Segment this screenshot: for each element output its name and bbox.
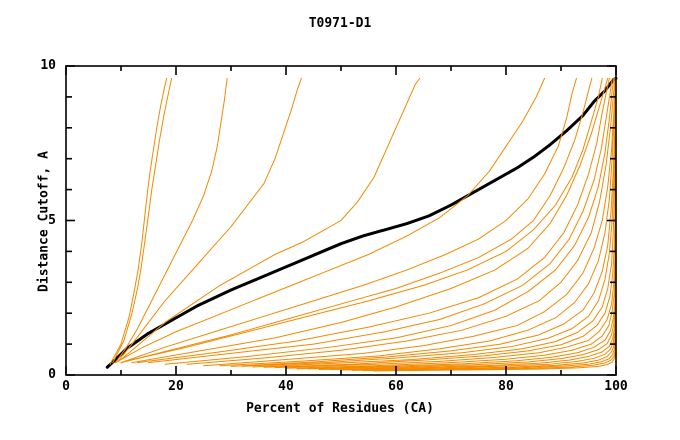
x-tick-label: 60 — [388, 379, 404, 394]
prediction-curve — [120, 77, 593, 364]
prediction-curve — [131, 77, 609, 364]
x-tick-label: 20 — [168, 379, 184, 394]
chart-title: T0971-D1 — [308, 16, 372, 31]
x-tick-label: 80 — [498, 379, 514, 394]
prediction-curve — [126, 77, 603, 362]
series-layer — [105, 76, 618, 372]
prediction-curve — [252, 108, 617, 368]
prediction-curve — [137, 77, 610, 364]
prediction-curve — [109, 77, 168, 365]
x-tick-label: 0 — [62, 379, 70, 394]
prediction-curve — [340, 247, 617, 371]
prediction-curve — [120, 77, 421, 361]
prediction-curve — [186, 77, 616, 365]
x-tick-label: 100 — [604, 379, 628, 394]
x-tick-label: 40 — [278, 379, 294, 394]
prediction-curve — [115, 77, 545, 364]
prediction-curve — [230, 90, 617, 367]
prediction-curve — [241, 96, 617, 367]
prediction-curve — [263, 121, 617, 368]
prediction-curve — [219, 84, 616, 367]
prediction-curve — [329, 232, 617, 370]
prediction-curve — [115, 77, 228, 364]
axes-layer — [65, 65, 617, 376]
prediction-curve — [362, 275, 617, 372]
prediction-curve — [120, 77, 577, 364]
prediction-curve — [148, 77, 613, 364]
prediction-curve — [112, 77, 173, 364]
prediction-curve — [203, 80, 616, 367]
x-axis-title: Percent of Residues (CA) — [246, 401, 434, 416]
reference-curve — [105, 76, 618, 369]
prediction-curve — [164, 77, 615, 365]
y-tick-label: 10 — [40, 58, 56, 73]
prediction-curve — [117, 77, 302, 362]
y-tick-label: 0 — [48, 367, 56, 382]
y-tick-label: 5 — [48, 212, 56, 228]
